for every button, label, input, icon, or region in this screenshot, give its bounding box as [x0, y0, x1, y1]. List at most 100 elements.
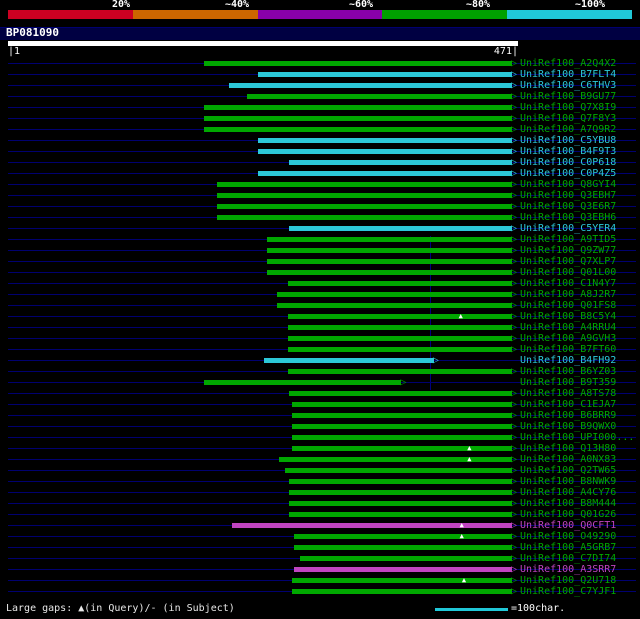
alignment-bar[interactable]: [289, 160, 512, 165]
alignment-bar[interactable]: [204, 380, 402, 385]
hit-label[interactable]: UniRef100_B9GU77: [520, 91, 617, 102]
hit-label[interactable]: UniRef100_Q9ZW77: [520, 245, 617, 256]
hit-label[interactable]: UniRef100_B9T359: [520, 377, 617, 388]
alignment-bar[interactable]: [231, 523, 512, 528]
alignment-bar[interactable]: [292, 446, 512, 451]
alignment-bar[interactable]: [287, 347, 512, 352]
hit-label[interactable]: UniRef100_A7Q9R2: [520, 124, 617, 135]
hit-label[interactable]: UniRef100_Q3E6R7: [520, 201, 617, 212]
alignment-bar[interactable]: [289, 226, 512, 231]
hit-label[interactable]: UniRef100_B4FH92: [520, 355, 617, 366]
alignment-bar[interactable]: [292, 578, 512, 583]
alignment-bar[interactable]: [287, 314, 512, 319]
alignment-bar[interactable]: [277, 292, 512, 297]
alignment-bar[interactable]: [287, 336, 512, 341]
alignment-bar[interactable]: [217, 204, 512, 209]
hit-label[interactable]: UniRef100_Q0CFT1: [520, 520, 617, 531]
alignment-bar[interactable]: [204, 105, 512, 110]
alignment-bar[interactable]: [257, 149, 512, 154]
hit-label[interactable]: UniRef100_B6YZ03: [520, 366, 617, 377]
hit-label[interactable]: UniRef100_UPI000...: [520, 432, 635, 443]
hit-label[interactable]: UniRef100_B8NWK9: [520, 476, 617, 487]
alignment-bar[interactable]: [292, 589, 512, 594]
hit-label[interactable]: UniRef100_B8C5Y4: [520, 311, 617, 322]
hit-label[interactable]: UniRef100_C0P618: [520, 157, 617, 168]
alignment-bar[interactable]: [289, 479, 512, 484]
hit-label[interactable]: UniRef100_B8M444: [520, 498, 617, 509]
hit-label[interactable]: UniRef100_B7FLT4: [520, 69, 617, 80]
hit-label[interactable]: UniRef100_A8TS78: [520, 388, 617, 399]
hit-label[interactable]: UniRef100_Q7F8Y3: [520, 113, 617, 124]
hit-label[interactable]: UniRef100_C7YJF1: [520, 586, 617, 597]
alignment-bar[interactable]: [267, 270, 512, 275]
hit-label[interactable]: UniRef100_C1EJA7: [520, 399, 617, 410]
alignment-bar[interactable]: [292, 413, 512, 418]
alignment-bar[interactable]: [292, 424, 512, 429]
alignment-bar[interactable]: [294, 534, 512, 539]
alignment-bar[interactable]: [294, 545, 512, 550]
alignment-bar[interactable]: [287, 281, 512, 286]
hit-label[interactable]: UniRef100_C7DI74: [520, 553, 617, 564]
hit-label[interactable]: UniRef100_Q01FS8: [520, 300, 617, 311]
alignment-bar[interactable]: [287, 369, 512, 374]
hit-label[interactable]: UniRef100_A9TID5: [520, 234, 617, 245]
alignment-bar[interactable]: [217, 182, 512, 187]
alignment-bar[interactable]: [267, 259, 512, 264]
alignment-bar[interactable]: [257, 171, 512, 176]
hit-label[interactable]: UniRef100_Q01G26: [520, 509, 617, 520]
hit-label[interactable]: UniRef100_Q7X8I9: [520, 102, 617, 113]
hit-label[interactable]: UniRef100_O49290: [520, 531, 617, 542]
hit-label[interactable]: UniRef100_C5YBU8: [520, 135, 617, 146]
alignment-bar[interactable]: [267, 237, 512, 242]
alignment-bar[interactable]: [292, 435, 512, 440]
hit-label[interactable]: UniRef100_A0NX83: [520, 454, 617, 465]
hit-label[interactable]: UniRef100_A9GVH3: [520, 333, 617, 344]
alignment-bar[interactable]: [289, 490, 512, 495]
hit-label[interactable]: UniRef100_A3SRR7: [520, 564, 617, 575]
alignment-row: ▷ UniRef100_Q2TW65: [0, 465, 640, 476]
alignment-bar[interactable]: [289, 512, 512, 517]
alignment-bar[interactable]: [292, 402, 512, 407]
alignment-bar[interactable]: [217, 215, 512, 220]
arrowhead-icon: ▷: [511, 509, 518, 520]
hit-label[interactable]: UniRef100_Q01L00: [520, 267, 617, 278]
alignment-bar[interactable]: [204, 61, 512, 66]
alignment-bar[interactable]: [287, 325, 512, 330]
alignment-bar[interactable]: [294, 567, 512, 572]
hit-label[interactable]: UniRef100_C1N4Y7: [520, 278, 617, 289]
hit-label[interactable]: UniRef100_Q2TW65: [520, 465, 617, 476]
alignment-bar[interactable]: [264, 358, 434, 363]
alignment-bar[interactable]: [229, 83, 512, 88]
alignment-bar[interactable]: [204, 116, 512, 121]
hit-label[interactable]: UniRef100_A2Q4X2: [520, 58, 617, 69]
alignment-bar[interactable]: [204, 127, 512, 132]
hit-label[interactable]: UniRef100_B7FT60: [520, 344, 617, 355]
hit-label[interactable]: UniRef100_A5GRB7: [520, 542, 617, 553]
hit-label[interactable]: UniRef100_B9QWX0: [520, 421, 617, 432]
hit-label[interactable]: UniRef100_C0P4Z5: [520, 168, 617, 179]
alignment-bar[interactable]: [299, 556, 512, 561]
alignment-bar[interactable]: [284, 468, 512, 473]
hit-label[interactable]: UniRef100_C6THV3: [520, 80, 617, 91]
alignment-bar[interactable]: [279, 457, 512, 462]
alignment-bar[interactable]: [217, 193, 512, 198]
alignment-bar[interactable]: [257, 72, 512, 77]
hit-label[interactable]: UniRef100_A8J2R7: [520, 289, 617, 300]
alignment-bar[interactable]: [267, 248, 512, 253]
alignment-bar[interactable]: [246, 94, 512, 99]
hit-label[interactable]: UniRef100_Q2U718: [520, 575, 617, 586]
alignment-bar[interactable]: [289, 501, 512, 506]
hit-label[interactable]: UniRef100_C5YER4: [520, 223, 617, 234]
alignment-bar[interactable]: [257, 138, 512, 143]
alignment-bar[interactable]: [277, 303, 512, 308]
hit-label[interactable]: UniRef100_Q13H80: [520, 443, 617, 454]
hit-label[interactable]: UniRef100_Q3EBH7: [520, 190, 617, 201]
hit-label[interactable]: UniRef100_A4RRU4: [520, 322, 617, 333]
hit-label[interactable]: UniRef100_B6BRR9: [520, 410, 617, 421]
hit-label[interactable]: UniRef100_Q3EBH6: [520, 212, 617, 223]
hit-label[interactable]: UniRef100_Q7XLP7: [520, 256, 617, 267]
hit-label[interactable]: UniRef100_A4CY76: [520, 487, 617, 498]
hit-label[interactable]: UniRef100_Q8GYI4: [520, 179, 617, 190]
hit-label[interactable]: UniRef100_B4F9T3: [520, 146, 617, 157]
alignment-bar[interactable]: [289, 391, 512, 396]
